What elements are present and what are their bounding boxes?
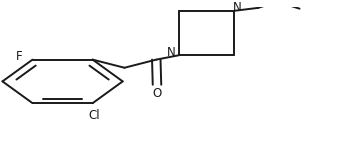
Text: O: O [152,87,162,100]
Text: N: N [167,46,176,59]
Text: N: N [233,1,241,14]
Text: Cl: Cl [89,109,100,122]
Text: F: F [16,50,22,63]
